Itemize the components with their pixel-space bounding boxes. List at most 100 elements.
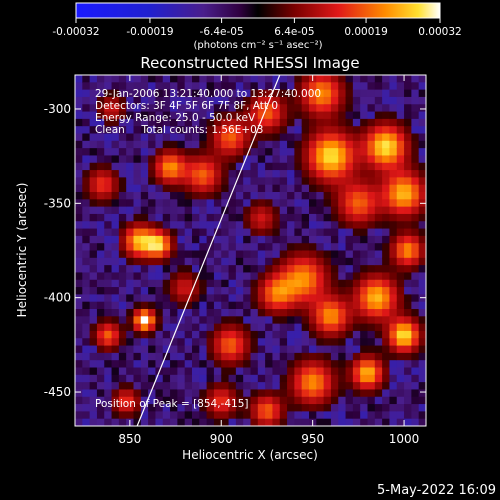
heatmap-cell	[345, 228, 354, 237]
heatmap-cell	[177, 89, 186, 98]
heatmap-cell	[228, 345, 237, 354]
heatmap-cell	[104, 192, 113, 200]
heatmap-cell	[382, 184, 391, 193]
heatmap-cell	[287, 316, 295, 325]
heatmap-cell	[272, 89, 281, 98]
heatmap-cell	[96, 287, 105, 295]
heatmap-cell	[272, 213, 281, 222]
heatmap-cell	[228, 396, 237, 405]
heatmap-cell	[404, 309, 412, 317]
heatmap-cell	[82, 360, 91, 369]
heatmap-cell	[418, 330, 426, 339]
heatmap-cell	[221, 155, 230, 164]
heatmap-cell	[330, 82, 339, 91]
heatmap-cell	[411, 345, 420, 354]
heatmap-cell	[96, 360, 105, 369]
heatmap-cell	[360, 213, 369, 222]
heatmap-cell	[330, 411, 339, 420]
heatmap-cell	[75, 345, 83, 354]
heatmap-cell	[170, 148, 178, 157]
heatmap-cell	[104, 389, 113, 398]
heatmap-cell	[170, 104, 178, 113]
heatmap-cell	[148, 126, 157, 135]
heatmap-cell	[111, 126, 120, 135]
heatmap-cell	[243, 82, 252, 91]
heatmap-cell	[352, 199, 361, 208]
heatmap-cell	[279, 272, 288, 281]
heatmap-cell	[301, 118, 310, 127]
y-tick-label: -400	[44, 291, 71, 305]
heatmap-cell	[404, 155, 412, 164]
heatmap-cell	[228, 177, 237, 186]
heatmap-cell	[170, 338, 178, 347]
heatmap-cell	[257, 323, 266, 332]
heatmap-cell	[301, 323, 310, 332]
heatmap-cell	[228, 323, 237, 332]
heatmap-cell	[316, 213, 325, 222]
heatmap-cell	[396, 323, 405, 332]
heatmap-cell	[257, 177, 266, 186]
heatmap-cell	[257, 235, 266, 244]
heatmap-cell	[265, 301, 274, 310]
heatmap-cell	[367, 162, 376, 171]
heatmap-cell	[184, 287, 193, 295]
heatmap-cell	[155, 221, 164, 230]
heatmap-cell	[192, 228, 200, 237]
heatmap-cell	[96, 133, 105, 142]
heatmap-cell	[82, 96, 91, 105]
heatmap-cell	[235, 272, 244, 281]
heatmap-cell	[309, 338, 317, 347]
heatmap-cell	[338, 243, 347, 252]
heatmap-cell	[96, 316, 105, 325]
heatmap-cell	[396, 338, 405, 347]
heatmap-cell	[133, 111, 142, 120]
heatmap-cell	[301, 228, 310, 237]
heatmap-cell	[177, 162, 186, 171]
heatmap-cell	[213, 287, 222, 295]
heatmap-cell	[148, 294, 157, 303]
heatmap-cell	[104, 235, 113, 244]
heatmap-cell	[96, 89, 105, 98]
y-tick-label: -450	[44, 385, 71, 399]
heatmap-cell	[257, 330, 266, 339]
heatmap-cell	[265, 155, 274, 164]
heatmap-cell	[192, 235, 200, 244]
heatmap-cell	[89, 345, 98, 354]
heatmap-cell	[257, 345, 266, 354]
heatmap-cell	[111, 338, 120, 347]
heatmap-cell	[367, 374, 376, 383]
heatmap-cell	[345, 184, 354, 193]
heatmap-cell	[404, 140, 412, 149]
heatmap-cell	[279, 374, 288, 383]
heatmap-cell	[418, 206, 426, 215]
heatmap-cell	[272, 162, 281, 171]
heatmap-cell	[213, 162, 222, 171]
heatmap-cell	[279, 162, 288, 171]
heatmap-cell	[82, 294, 91, 303]
heatmap-cell	[316, 192, 325, 200]
heatmap-cell	[104, 301, 113, 310]
heatmap-cell	[133, 360, 142, 369]
heatmap-cell	[228, 411, 237, 420]
heatmap-cell	[396, 301, 405, 310]
heatmap-cell	[133, 367, 142, 376]
heatmap-cell	[360, 301, 369, 310]
heatmap-cell	[404, 192, 412, 200]
heatmap-cell	[250, 75, 259, 83]
heatmap-cell	[243, 140, 252, 149]
heatmap-cell	[140, 199, 149, 208]
heatmap-cell	[404, 111, 412, 120]
heatmap-cell	[82, 374, 91, 383]
heatmap-cell	[316, 411, 325, 420]
heatmap-cell	[96, 82, 105, 91]
heatmap-cell	[338, 75, 347, 83]
heatmap-cell	[104, 374, 113, 383]
heatmap-cell	[309, 309, 317, 317]
heatmap-cell	[411, 279, 420, 288]
heatmap-cell	[265, 316, 274, 325]
heatmap-cell	[309, 155, 317, 164]
heatmap-cell	[374, 389, 383, 398]
heatmap-cell	[199, 75, 208, 83]
heatmap-cell	[89, 272, 98, 281]
heatmap-cell	[309, 104, 317, 113]
